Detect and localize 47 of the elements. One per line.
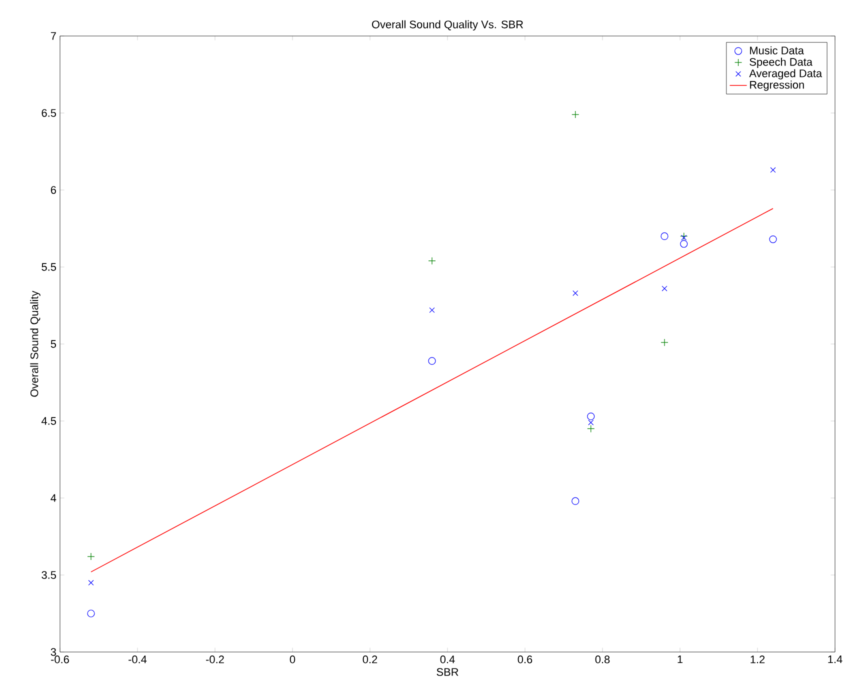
y-tick-label: 4 bbox=[50, 494, 56, 502]
point bbox=[660, 338, 668, 346]
point bbox=[87, 610, 95, 618]
x-tick-label: 0.2 bbox=[362, 656, 378, 664]
x-tick-label: 1.2 bbox=[750, 656, 765, 664]
point bbox=[428, 257, 436, 265]
x-tick-label: 0.6 bbox=[518, 656, 532, 664]
point bbox=[680, 240, 688, 248]
point bbox=[587, 412, 595, 420]
point bbox=[588, 420, 594, 426]
point bbox=[587, 424, 595, 432]
x-tick-label: -0.2 bbox=[206, 656, 224, 664]
y-tick-label: 5 bbox=[50, 340, 56, 348]
point bbox=[572, 110, 580, 118]
legend-label: Averaged Data bbox=[749, 69, 822, 80]
x-axis-title: SBR bbox=[436, 668, 458, 676]
y-tick-label: 6 bbox=[50, 186, 56, 194]
y-tick-label: 3.5 bbox=[42, 571, 56, 579]
point bbox=[87, 552, 95, 560]
x-tick-label: 0 bbox=[290, 656, 296, 664]
legend-label: Music Data bbox=[750, 46, 804, 54]
x-tick-label: 1 bbox=[678, 656, 683, 664]
point bbox=[88, 580, 94, 586]
chart-title: Overall Sound Quality Vs. SBR bbox=[372, 20, 524, 30]
y-tick-label: 4.5 bbox=[41, 417, 56, 425]
x-tick-label: 0.4 bbox=[440, 656, 455, 664]
y-tick-label: 7 bbox=[50, 32, 56, 40]
point bbox=[572, 290, 578, 296]
x-tick-label: -0.6 bbox=[51, 656, 69, 664]
point bbox=[681, 234, 687, 241]
y-tick-label: 6.5 bbox=[42, 109, 56, 117]
y-tick-label: 3 bbox=[50, 648, 56, 656]
x-tick-label: 0.8 bbox=[595, 656, 610, 664]
point bbox=[769, 235, 777, 244]
point bbox=[429, 307, 435, 313]
point bbox=[660, 232, 668, 240]
x-tick-label: 1.4 bbox=[828, 656, 842, 664]
point bbox=[770, 167, 776, 173]
point bbox=[572, 497, 580, 505]
point bbox=[662, 286, 668, 292]
point bbox=[680, 232, 688, 240]
point bbox=[428, 357, 436, 365]
legend-label: Speech Data bbox=[750, 58, 813, 68]
x-tick-label: -0.4 bbox=[128, 656, 147, 664]
y-axis-title: Overall Sound Quality bbox=[30, 290, 40, 397]
legend-label: Regression bbox=[750, 80, 804, 91]
y-tick-label: 5.5 bbox=[42, 263, 56, 271]
